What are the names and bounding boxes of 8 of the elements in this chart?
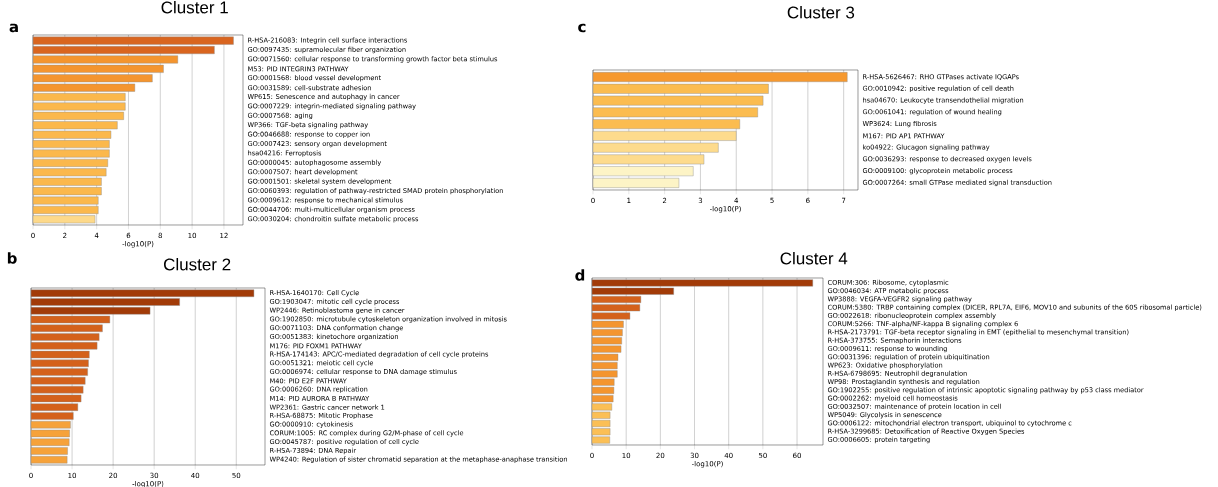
chart-title: Cluster 3 [787, 5, 855, 19]
text: d [575, 269, 585, 281]
chart-title: Cluster 1 [161, 0, 228, 14]
chart-title: Cluster 2 [164, 257, 231, 271]
text: b [7, 252, 17, 264]
text: c [578, 23, 586, 33]
text: a [9, 23, 18, 33]
chart-title: Cluster 4 [780, 251, 848, 265]
